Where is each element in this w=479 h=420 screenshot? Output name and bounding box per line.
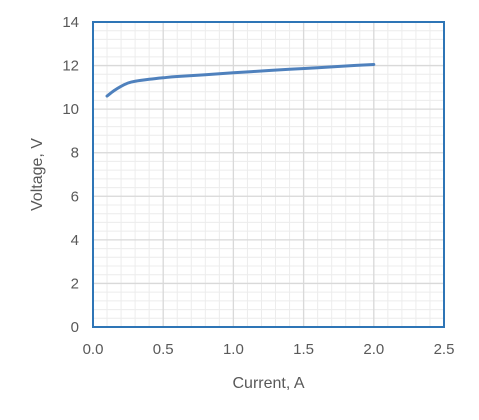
major-grid bbox=[93, 22, 444, 327]
y-tick-label: 6 bbox=[71, 188, 79, 205]
y-tick-label: 8 bbox=[71, 145, 79, 162]
x-tick-label: 2.5 bbox=[434, 341, 455, 358]
x-tick-label: 1.0 bbox=[223, 341, 244, 358]
series-line bbox=[105, 62, 376, 98]
plot-area-border bbox=[92, 21, 445, 328]
y-tick-label: 0 bbox=[71, 319, 79, 336]
y-tick-labels: 0 2 4 6 8 10 12 14 bbox=[62, 14, 79, 336]
x-axis-title: Current, A bbox=[232, 375, 304, 392]
y-tick-label: 2 bbox=[71, 275, 79, 292]
x-tick-label: 1.5 bbox=[293, 341, 314, 358]
y-tick-label: 12 bbox=[62, 58, 79, 75]
minor-grid bbox=[93, 22, 444, 327]
y-tick-label: 14 bbox=[62, 14, 79, 31]
y-tick-label: 4 bbox=[71, 232, 79, 249]
x-tick-label: 0.5 bbox=[153, 341, 174, 358]
y-axis-title: Voltage, V bbox=[29, 138, 46, 211]
y-tick-label: 10 bbox=[62, 101, 79, 118]
x-tick-labels: 0.0 0.5 1.0 1.5 2.0 2.5 bbox=[83, 341, 455, 358]
x-tick-label: 0.0 bbox=[83, 341, 104, 358]
x-tick-label: 2.0 bbox=[363, 341, 384, 358]
